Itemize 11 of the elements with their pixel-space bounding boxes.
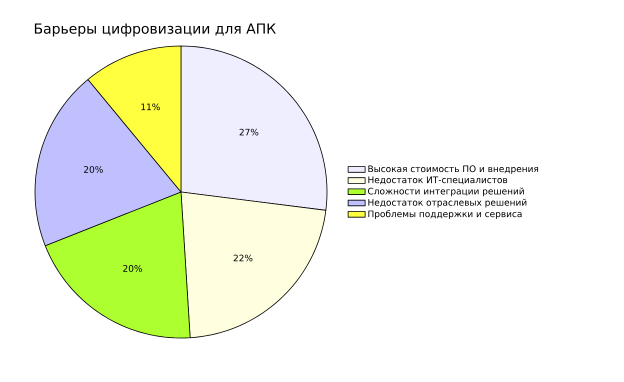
legend-label: Недостаток отраслевых решений — [368, 198, 526, 208]
chart-title: Барьеры цифровизации для АПК — [34, 23, 276, 37]
data-label: 22% — [234, 254, 252, 262]
data-label: 11% — [141, 103, 160, 110]
data-label: 27% — [240, 128, 258, 136]
legend-label: Проблемы поддержки и сервиса — [368, 210, 522, 219]
data-label: 20% — [123, 265, 142, 272]
legend-label: Сложности интеграции решений — [368, 188, 524, 196]
data-label: 20% — [84, 166, 103, 173]
legend-label: Недостаток ИТ-специалистов — [368, 176, 508, 184]
legend-label: Высокая стоимость ПО и внедрения — [368, 165, 538, 174]
